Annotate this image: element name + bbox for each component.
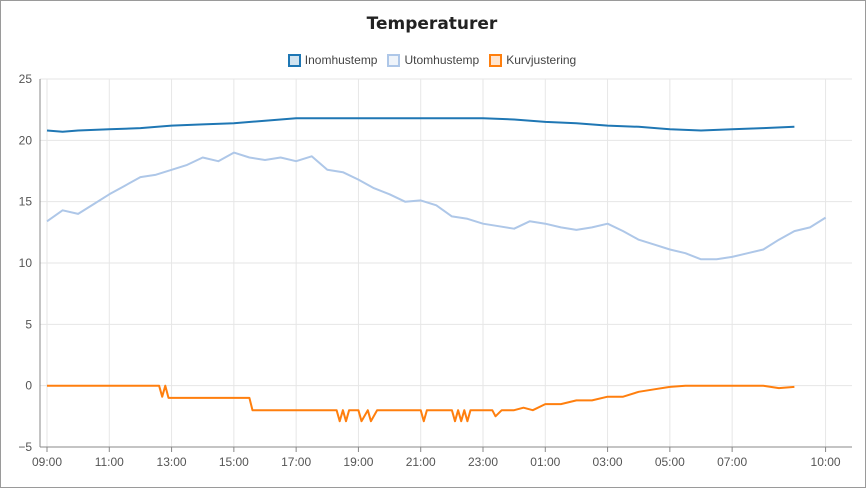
series-line-kurvjustering [47,384,795,423]
y-tick-label: 5 [25,317,32,331]
x-tick-label: 03:00 [593,455,623,469]
x-tick-label: 05:00 [655,455,685,469]
legend-label: Utomhustemp [404,53,480,67]
x-tick-label: 09:00 [32,455,62,469]
legend-swatch [287,53,301,67]
x-tick-label: 17:00 [281,455,311,469]
y-tick-label: 0 [25,379,32,393]
x-tick-label: 07:00 [717,455,747,469]
legend-item-inomhustemp[interactable]: Inomhustemp [287,53,378,67]
legend-item-utomhustemp[interactable]: Utomhustemp [387,53,479,67]
y-tick-label: 15 [19,195,33,209]
x-tick-label: 10:00 [811,455,841,469]
y-tick-label: 10 [19,256,33,270]
x-tick-label: 19:00 [343,455,373,469]
legend-swatch [489,53,503,67]
legend-label: Inomhustemp [304,53,378,67]
series-line-inomhustemp [46,117,795,133]
series-line-utomhustemp [46,151,827,261]
x-tick-label: 11:00 [95,455,124,469]
legend-item-kurvjustering[interactable]: Kurvjustering [489,53,576,67]
y-tick-label: 20 [19,133,33,147]
chart-title: Temperaturer [366,14,498,34]
x-tick-label: 13:00 [157,455,187,469]
x-tick-label: 21:00 [406,455,436,469]
x-tick-label: 23:00 [468,455,498,469]
y-tick-label: 25 [19,72,33,86]
legend-swatch [387,53,401,67]
x-tick-label: 01:00 [530,455,560,469]
chart-legend: Inomhustemp Utomhustemp Kurvjustering [0,53,864,67]
legend-label: Kurvjustering [506,53,577,67]
x-tick-label: 15:00 [219,455,249,469]
y-tick-label: −5 [18,440,32,454]
